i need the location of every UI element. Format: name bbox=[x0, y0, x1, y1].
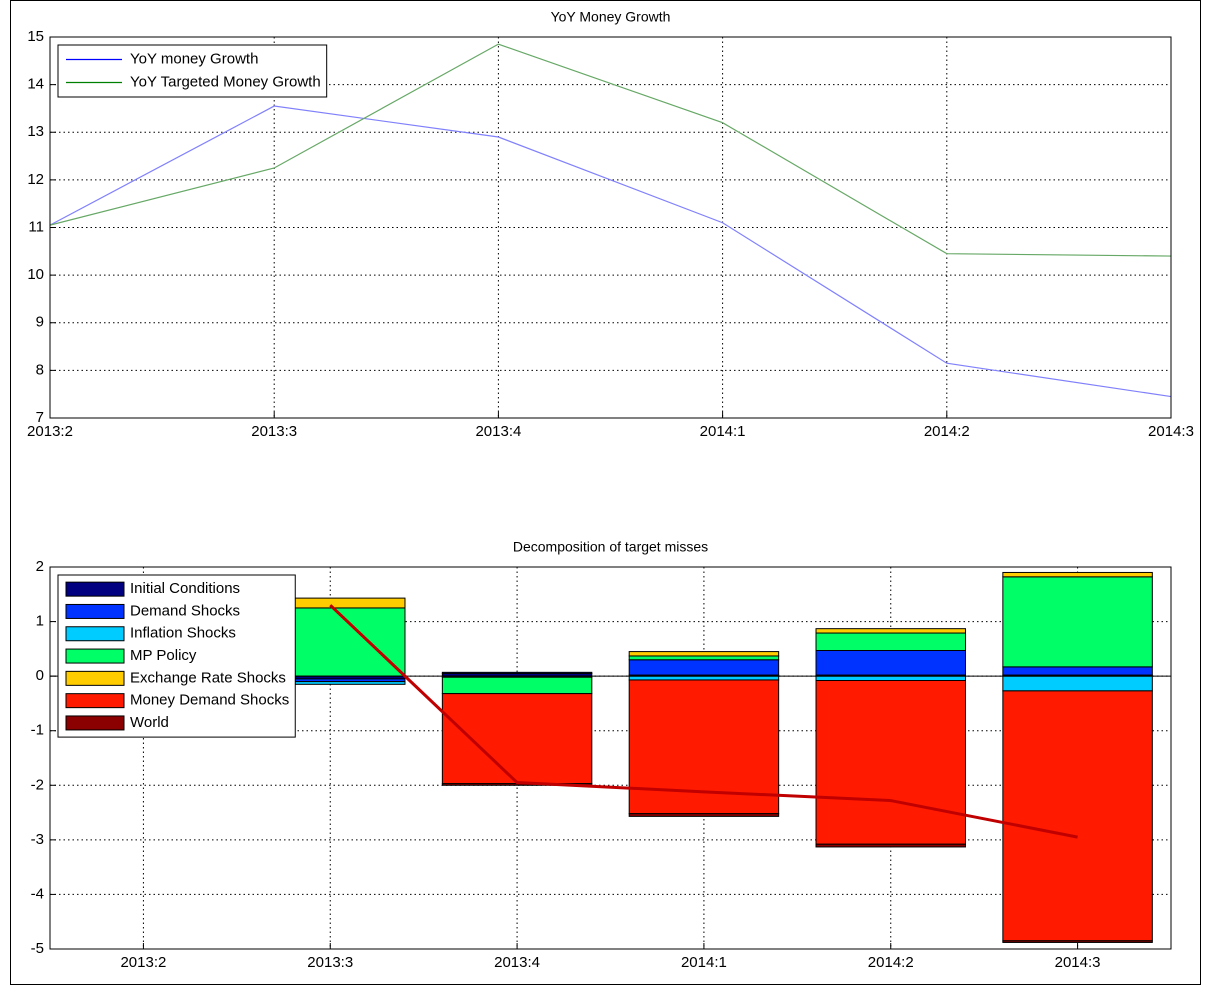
legend-label: YoY Targeted Money Growth bbox=[130, 73, 321, 90]
x-tick-label: 2013:2 bbox=[120, 954, 166, 971]
legend-label: Exchange Rate Shocks bbox=[130, 669, 286, 686]
x-tick-label: 2014:2 bbox=[924, 423, 970, 440]
bar-segment bbox=[1002, 666, 1153, 676]
y-tick-label: -3 bbox=[31, 831, 44, 848]
y-tick-label: -2 bbox=[31, 776, 44, 793]
x-tick-label: 2014:3 bbox=[1055, 954, 1101, 971]
bar-segment bbox=[1002, 571, 1153, 578]
y-tick-label: 15 bbox=[27, 28, 44, 45]
bar-segment bbox=[1002, 576, 1153, 668]
bar-segment bbox=[628, 651, 780, 657]
legend-label: World bbox=[130, 714, 169, 731]
bar-segment bbox=[815, 680, 966, 845]
x-tick-label: 2013:4 bbox=[475, 423, 521, 440]
legend-label: Inflation Shocks bbox=[130, 625, 236, 642]
bar-segment bbox=[441, 693, 593, 785]
legend-swatch bbox=[65, 715, 125, 731]
legend-box bbox=[57, 44, 328, 98]
line-series bbox=[49, 105, 1172, 398]
x-tick-label: 2013:4 bbox=[494, 954, 540, 971]
y-tick-label: -1 bbox=[31, 722, 44, 739]
total-line bbox=[329, 604, 1078, 839]
y-tick-label: 8 bbox=[36, 361, 44, 378]
legend: YoY money Growth YoY Targeted Money Growt… bbox=[57, 44, 328, 98]
legend-swatch bbox=[65, 581, 125, 597]
y-tick-label: 2 bbox=[36, 558, 44, 575]
bar-segment bbox=[815, 675, 966, 682]
bar-segment bbox=[815, 632, 966, 651]
legend-swatch bbox=[65, 648, 125, 664]
legend-label: Money Demand Shocks bbox=[130, 692, 289, 709]
y-tick-label: 7 bbox=[36, 409, 44, 426]
legend-swatch bbox=[65, 670, 125, 686]
bar-segment bbox=[628, 659, 780, 676]
bar-segment bbox=[1002, 675, 1153, 692]
line-series bbox=[49, 43, 1172, 257]
y-tick-label: 9 bbox=[36, 314, 44, 331]
x-tick-label: 2014:1 bbox=[681, 954, 727, 971]
bar-segment bbox=[628, 675, 780, 681]
y-tick-label: -5 bbox=[31, 940, 44, 957]
chart-title: Decomposition of target misses bbox=[513, 539, 708, 555]
y-tick-label: 14 bbox=[27, 76, 44, 93]
bar-segment bbox=[815, 843, 966, 848]
bar-segment bbox=[441, 671, 593, 674]
bar-segment bbox=[815, 628, 966, 634]
bar-segment bbox=[815, 649, 966, 676]
x-tick-label: 2014:1 bbox=[700, 423, 746, 440]
y-tick-label: 11 bbox=[28, 218, 44, 235]
chart-title: YoY Money Growth bbox=[551, 9, 671, 25]
x-tick-label: 2014:2 bbox=[868, 954, 914, 971]
bar-segment bbox=[628, 813, 780, 817]
x-tick-label: 2013:2 bbox=[27, 423, 73, 440]
bar-segment bbox=[1002, 690, 1153, 942]
legend-swatch bbox=[65, 693, 125, 709]
y-tick-label: -4 bbox=[31, 885, 44, 902]
y-tick-label: 12 bbox=[27, 171, 44, 188]
y-tick-label: 10 bbox=[27, 266, 44, 283]
x-tick-label: 2013:3 bbox=[307, 954, 353, 971]
plot-area bbox=[50, 37, 1171, 418]
legend-swatch bbox=[65, 626, 125, 642]
y-tick-label: 1 bbox=[36, 613, 44, 630]
legend-label: Demand Shocks bbox=[130, 602, 240, 619]
legend-swatch bbox=[65, 603, 125, 619]
bar-segment bbox=[1002, 940, 1153, 943]
axes-box bbox=[49, 36, 1172, 419]
legend-label: Initial Conditions bbox=[130, 580, 240, 597]
y-tick-label: 13 bbox=[27, 123, 44, 140]
axes-box bbox=[49, 566, 1172, 950]
y-tick-label: 0 bbox=[36, 667, 44, 684]
bar-segment bbox=[628, 655, 780, 661]
legend-label: MP Policy bbox=[130, 647, 197, 664]
legend-label: YoY money Growth bbox=[130, 50, 258, 67]
x-tick-label: 2013:3 bbox=[251, 423, 297, 440]
bar-segment bbox=[441, 676, 593, 695]
legend: Initial Conditions Demand Shocks Inflation… bbox=[57, 574, 296, 738]
x-tick-label: 2014:3 bbox=[1148, 423, 1194, 440]
